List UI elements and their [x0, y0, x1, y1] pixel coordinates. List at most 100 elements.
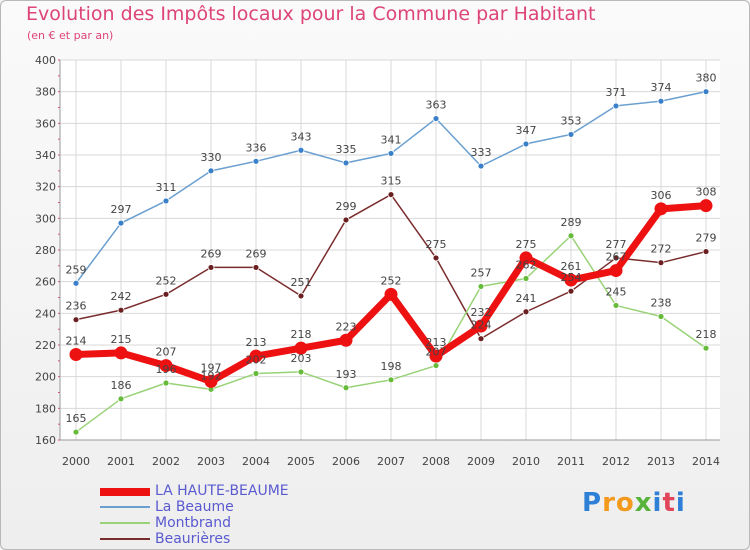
x-tick-label: 2001	[107, 455, 135, 468]
data-point	[387, 150, 395, 157]
y-tick-label: 320	[35, 181, 56, 194]
data-label: 192	[201, 369, 222, 382]
data-label: 254	[561, 271, 582, 284]
data-label: 333	[471, 146, 492, 159]
data-point	[477, 162, 485, 170]
data-point	[249, 349, 263, 363]
data-label: 262	[516, 259, 537, 272]
data-point	[294, 341, 308, 355]
data-label: 297	[111, 203, 132, 216]
data-label: 207	[426, 346, 447, 359]
data-label: 261	[561, 260, 582, 273]
data-point	[522, 275, 530, 282]
y-tick-label: 300	[35, 212, 56, 225]
data-point	[654, 202, 668, 216]
data-label: 279	[696, 232, 717, 245]
data-label: 197	[201, 361, 222, 374]
data-label: 196	[156, 363, 177, 376]
x-tick-label: 2005	[287, 455, 315, 468]
data-label: 245	[606, 285, 627, 298]
chart-title: Evolution des Impôts locaux pour la Comm…	[26, 3, 596, 25]
data-point	[72, 279, 80, 287]
data-label: 241	[516, 292, 537, 305]
data-label: 308	[696, 186, 717, 199]
y-tick-label: 280	[35, 244, 56, 257]
data-label: 193	[336, 368, 357, 381]
data-point	[342, 216, 350, 224]
data-point	[162, 290, 170, 298]
data-label: 311	[156, 181, 177, 194]
data-label: 252	[156, 274, 177, 287]
data-point	[117, 395, 125, 403]
data-point	[162, 197, 170, 205]
data-label: 267	[606, 251, 627, 264]
legend-swatch-beaurieres	[100, 538, 150, 540]
data-label: 272	[651, 243, 672, 256]
x-tick-label: 2002	[152, 455, 180, 468]
data-label: 238	[651, 297, 672, 310]
data-point	[387, 191, 395, 198]
data-point	[432, 362, 440, 369]
data-point	[384, 287, 398, 301]
legend-swatch-haute-beaume	[100, 488, 150, 496]
data-label: 165	[66, 412, 87, 425]
data-point	[567, 287, 575, 295]
data-label: 269	[246, 247, 267, 260]
data-label: 213	[426, 336, 447, 349]
data-label: 371	[606, 86, 627, 99]
x-tick-label: 2006	[332, 455, 360, 468]
data-label: 289	[561, 216, 582, 229]
data-label: 213	[246, 336, 267, 349]
legend-label-montbrand: Montbrand	[155, 515, 231, 531]
data-point	[297, 292, 305, 300]
data-label: 341	[381, 133, 402, 146]
data-point	[474, 319, 488, 333]
data-point	[432, 254, 440, 262]
data-point	[699, 199, 713, 213]
data-point	[342, 159, 350, 167]
data-point	[252, 157, 260, 165]
data-point	[207, 264, 215, 271]
y-tick-label: 260	[35, 276, 56, 289]
data-label: 218	[291, 328, 312, 341]
legend-label-la-beaume: La Beaume	[155, 499, 234, 515]
y-tick-label: 340	[35, 149, 56, 162]
y-tick-label: 200	[35, 371, 56, 384]
data-point	[252, 370, 260, 377]
y-tick-label: 160	[35, 434, 56, 447]
data-label: 380	[696, 72, 717, 85]
data-point	[162, 379, 170, 387]
data-label: 277	[606, 238, 627, 251]
data-label: 353	[561, 114, 582, 127]
data-point	[342, 384, 350, 392]
y-tick-label: 380	[35, 86, 56, 99]
y-tick-label: 400	[35, 54, 56, 67]
data-label: 215	[111, 333, 132, 346]
data-label: 186	[111, 379, 132, 392]
x-tick-label: 2011	[557, 455, 585, 468]
data-label: 203	[291, 352, 312, 365]
data-label: 315	[381, 175, 402, 188]
data-label: 269	[201, 247, 222, 260]
x-tick-label: 2012	[602, 455, 630, 468]
data-label: 299	[336, 200, 357, 213]
x-tick-label: 2007	[377, 455, 405, 468]
x-tick-label: 2000	[62, 455, 90, 468]
data-point	[339, 333, 353, 347]
line-chart: 160 180 200 220 240 260 280 300 320 340 360 380 400 2…	[35, 54, 720, 468]
x-tick-label: 2004	[242, 455, 270, 468]
data-point	[657, 313, 665, 320]
x-tick-label: 2013	[647, 455, 675, 468]
data-point	[567, 232, 575, 240]
data-point	[612, 102, 620, 110]
data-point	[297, 146, 305, 154]
data-point	[519, 251, 533, 265]
data-point	[252, 264, 260, 271]
data-label: 275	[516, 238, 537, 251]
legend-swatch-la-beaume	[100, 506, 150, 508]
data-point	[702, 88, 710, 96]
data-point	[702, 248, 710, 255]
x-tick-label: 2010	[512, 455, 540, 468]
x-tick-label: 2014	[692, 455, 720, 468]
data-label: 343	[291, 130, 312, 143]
